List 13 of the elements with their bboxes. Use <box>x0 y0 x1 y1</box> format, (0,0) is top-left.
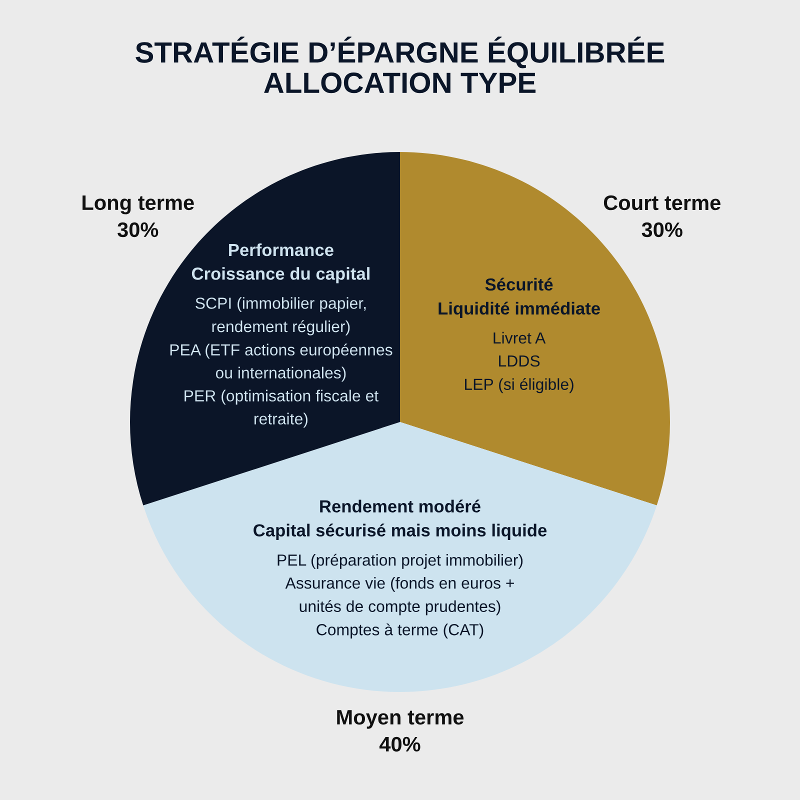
text: PEL (préparation projet immobilier) Assurance vie (fonds en euros + unités de compte prudentes) Comptes à terme (CAT) <box>278 554 523 639</box>
slice-label: Court terme <box>604 195 720 210</box>
slice-label: Long terme <box>82 196 194 214</box>
text: Sécurité Liquidité immédiate <box>438 278 600 318</box>
text: SCPI (immobilier papier, rendement régulier) PEA (ETF actions européennes ou internationales) PER (optimisation fiscale et retraite) <box>170 297 392 428</box>
chart-title: STRATÉGIE D’ÉPARGNE ÉQUILIBRÉE ALLOCATION TYPE <box>136 36 664 94</box>
text: Livret A LDDS LEP (si éligible) <box>465 332 574 394</box>
data-label: 40% <box>379 736 420 752</box>
slice-label: Moyen terme <box>337 710 464 729</box>
data-label: 30% <box>642 222 682 238</box>
text: Performance Croissance du capital <box>192 243 370 284</box>
text: Rendement modéré Capital sécurisé mais moins liquide <box>254 500 547 540</box>
data-label: 30% <box>118 222 158 238</box>
